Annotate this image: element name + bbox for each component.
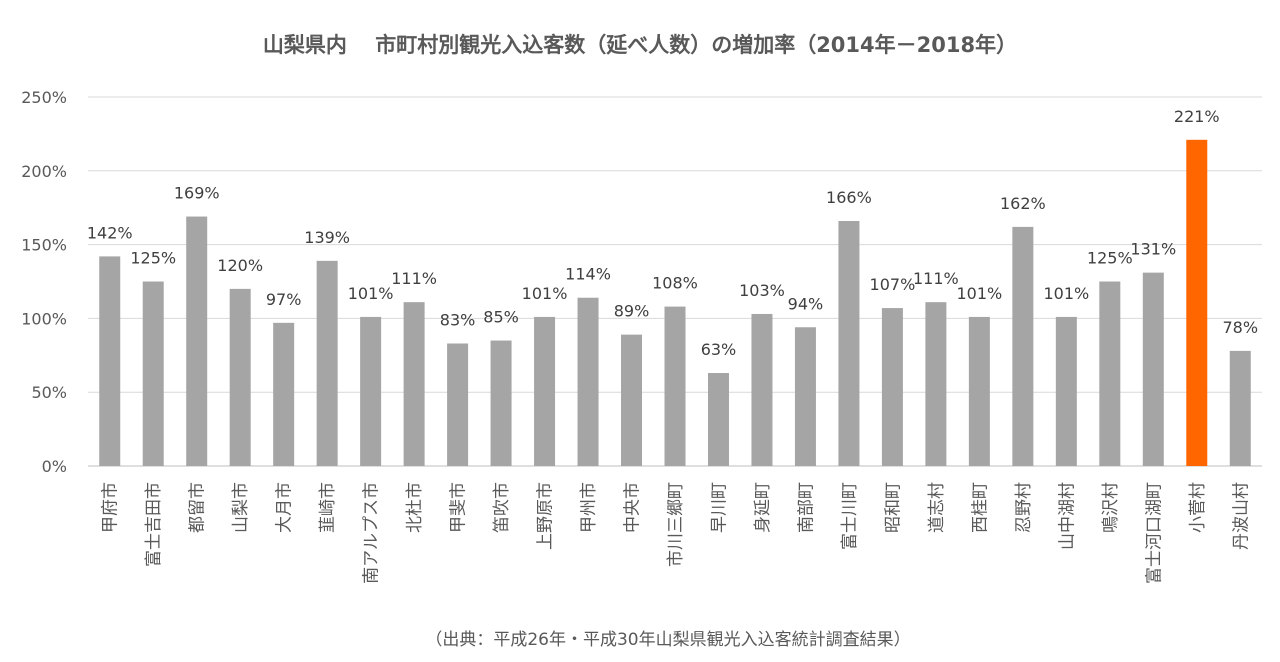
- data-label: 120%: [217, 256, 263, 275]
- data-label: 89%: [614, 302, 650, 321]
- bar: [360, 316, 382, 466]
- category-label: 鳴沢村: [1101, 482, 1121, 533]
- bar: [447, 343, 469, 466]
- y-axis-ticks: 0% 50% 100% 150% 200% 250%: [21, 88, 67, 476]
- bar: [1229, 350, 1251, 466]
- bars: [99, 139, 1251, 466]
- bar: [577, 297, 599, 466]
- bar: [316, 260, 338, 466]
- category-label: 甲府市: [101, 482, 121, 533]
- category-label: 笛吹市: [492, 482, 512, 533]
- category-label: 小菅村: [1188, 482, 1208, 533]
- category-label: 富士川町: [840, 482, 860, 550]
- bar: [490, 340, 512, 466]
- data-label: 83%: [440, 310, 476, 329]
- bar: [99, 256, 121, 466]
- category-label: 身延町: [753, 482, 773, 533]
- bar: [403, 302, 425, 466]
- category-label: 都留市: [188, 482, 208, 533]
- category-label: 南部町: [796, 482, 816, 533]
- bar: [1186, 139, 1208, 466]
- category-label: 忍野村: [1014, 482, 1034, 533]
- category-label: 韮崎市: [318, 482, 338, 533]
- category-label: 山梨市: [231, 482, 251, 533]
- bar: [794, 327, 816, 466]
- data-label: 85%: [483, 308, 519, 327]
- data-label: 142%: [87, 223, 133, 242]
- data-label: 94%: [788, 294, 824, 313]
- data-label: 63%: [701, 340, 737, 359]
- data-label: 101%: [1043, 284, 1089, 303]
- category-label: 大月市: [275, 482, 295, 533]
- data-label: 131%: [1130, 240, 1176, 259]
- bar: [664, 306, 686, 466]
- data-label: 125%: [1087, 249, 1133, 268]
- bar: [186, 216, 208, 466]
- bar: [1142, 272, 1164, 466]
- y-tick-label: 0%: [42, 457, 67, 476]
- data-label: 101%: [522, 284, 568, 303]
- bar: [968, 316, 990, 466]
- category-label: 中央市: [623, 482, 643, 533]
- category-label: 富士吉田市: [144, 482, 164, 567]
- category-label: 山中湖村: [1057, 482, 1077, 550]
- category-label: 丹波山村: [1231, 482, 1251, 550]
- data-label: 107%: [870, 275, 916, 294]
- y-tick-label: 200%: [21, 162, 67, 181]
- category-label: 昭和町: [883, 482, 903, 533]
- category-label: 早川町: [709, 482, 729, 533]
- y-tick-label: 250%: [21, 88, 67, 107]
- category-labels: 甲府市 富士吉田市 都留市 山梨市 大月市 韮崎市 南アルプス市 北杜市 甲斐市 笛吹市 上野原市 甲…: [101, 482, 1252, 584]
- category-label: 甲斐市: [449, 482, 469, 533]
- category-label: 道志村: [927, 482, 947, 533]
- category-label: 上野原市: [536, 482, 556, 550]
- category-label: 西桂町: [970, 482, 990, 533]
- chart-title: 山梨県内 市町村別観光入込客数（延べ人数）の増加率（2014年－2018年）: [263, 33, 1017, 57]
- data-label: 111%: [913, 269, 959, 288]
- bar: [751, 313, 773, 466]
- y-tick-label: 150%: [21, 236, 67, 255]
- data-label: 169%: [174, 184, 220, 203]
- bar: [142, 281, 164, 466]
- bar: [881, 308, 903, 466]
- category-label: 南アルプス市: [362, 482, 382, 584]
- data-label: 108%: [652, 274, 698, 293]
- bar: [273, 322, 295, 466]
- data-label: 97%: [266, 290, 302, 309]
- bar: [534, 316, 556, 466]
- data-label: 101%: [348, 284, 394, 303]
- bar: [925, 302, 947, 466]
- bar: [229, 288, 251, 466]
- data-label: 103%: [739, 281, 785, 300]
- bar: [1099, 281, 1121, 466]
- data-label: 111%: [391, 269, 437, 288]
- data-label: 114%: [565, 265, 611, 284]
- category-label: 北杜市: [405, 482, 425, 533]
- category-label: 市川三郷町: [666, 482, 686, 567]
- bar: [838, 220, 860, 466]
- category-label: 富士河口湖町: [1144, 482, 1164, 584]
- data-label: 101%: [956, 284, 1002, 303]
- data-label: 125%: [130, 249, 176, 268]
- data-labels: 142%125%169%120%97%139%101%111%83% 85%101…: [87, 107, 1258, 359]
- bar: [1012, 226, 1034, 466]
- y-tick-label: 100%: [21, 309, 67, 328]
- data-label: 78%: [1222, 318, 1258, 337]
- data-label: 166%: [826, 188, 872, 207]
- y-tick-label: 50%: [31, 383, 67, 402]
- bar: [1055, 316, 1077, 466]
- data-label: 139%: [304, 228, 350, 247]
- data-label: 221%: [1174, 107, 1220, 126]
- category-label: 甲州市: [579, 482, 599, 533]
- bar: [707, 373, 729, 466]
- bar: [621, 334, 643, 466]
- data-label: 162%: [1000, 194, 1046, 213]
- source-note: （出典：平成26年・平成30年山梨県観光入込客統計調査結果）: [425, 630, 910, 650]
